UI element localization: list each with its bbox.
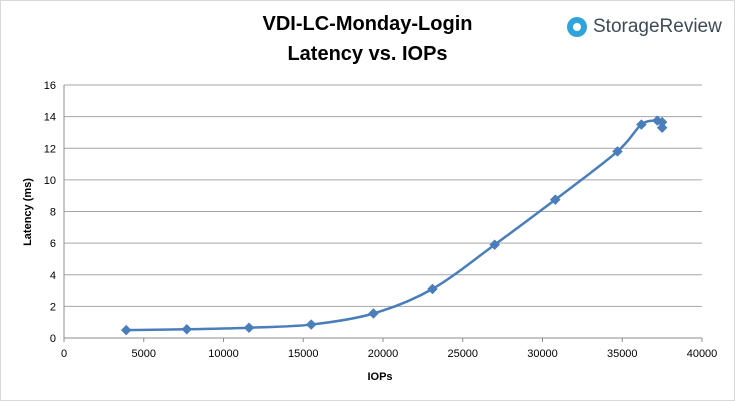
- y-tick-label: 4: [50, 270, 56, 282]
- series-line: [126, 119, 664, 332]
- y-tick-label: 6: [50, 238, 56, 250]
- y-tick-label: 10: [44, 175, 56, 187]
- y-tick-label: 16: [44, 80, 56, 92]
- data-point: [656, 122, 668, 134]
- data-point: [120, 324, 132, 336]
- data-point: [181, 323, 193, 335]
- storagereview-logo-icon: [567, 17, 587, 37]
- data-point: [612, 146, 623, 157]
- x-tick-label: 30000: [527, 348, 558, 360]
- x-tick-label: 35000: [607, 348, 638, 360]
- x-tick-label: 0: [61, 348, 67, 360]
- gridlines: [64, 84, 702, 307]
- x-tick-labels: 0 5000 10000 15000 20000 25000 30000 35000 40000: [61, 348, 717, 360]
- y-tick-label: 0: [50, 333, 56, 345]
- x-axis-label: IOPs: [367, 371, 392, 383]
- chart-title: VDI-LC-Monday-Login: [262, 13, 473, 35]
- x-tick-label: 10000: [208, 348, 239, 360]
- x-tick-label: 15000: [288, 348, 319, 360]
- data-point: [549, 194, 561, 205]
- y-tick-label: 14: [44, 112, 56, 124]
- data-point: [243, 322, 255, 334]
- x-tick-label: 40000: [687, 348, 718, 360]
- storagereview-logo: StorageReview: [567, 13, 722, 41]
- data-point: [427, 283, 438, 295]
- y-axis-label: Latency (ms): [22, 178, 34, 246]
- x-tick-label: 20000: [368, 348, 399, 360]
- data-point: [305, 319, 317, 330]
- data-point: [636, 119, 647, 130]
- axes: [63, 85, 703, 342]
- y-tick-label: 2: [50, 301, 56, 313]
- y-tick-label: 8: [50, 207, 56, 219]
- x-tick-label: 5000: [132, 348, 156, 360]
- series-latency: [120, 115, 668, 336]
- y-tick-labels: 0 2 4 6 8 10 12 14 16: [44, 80, 56, 345]
- brand-name: StorageReview: [593, 16, 722, 37]
- x-tick-label: 25000: [447, 348, 478, 360]
- data-point: [368, 308, 379, 319]
- data-point: [489, 239, 501, 251]
- y-tick-label: 12: [44, 143, 56, 155]
- chart-subtitle: Latency vs. IOPs: [287, 43, 448, 65]
